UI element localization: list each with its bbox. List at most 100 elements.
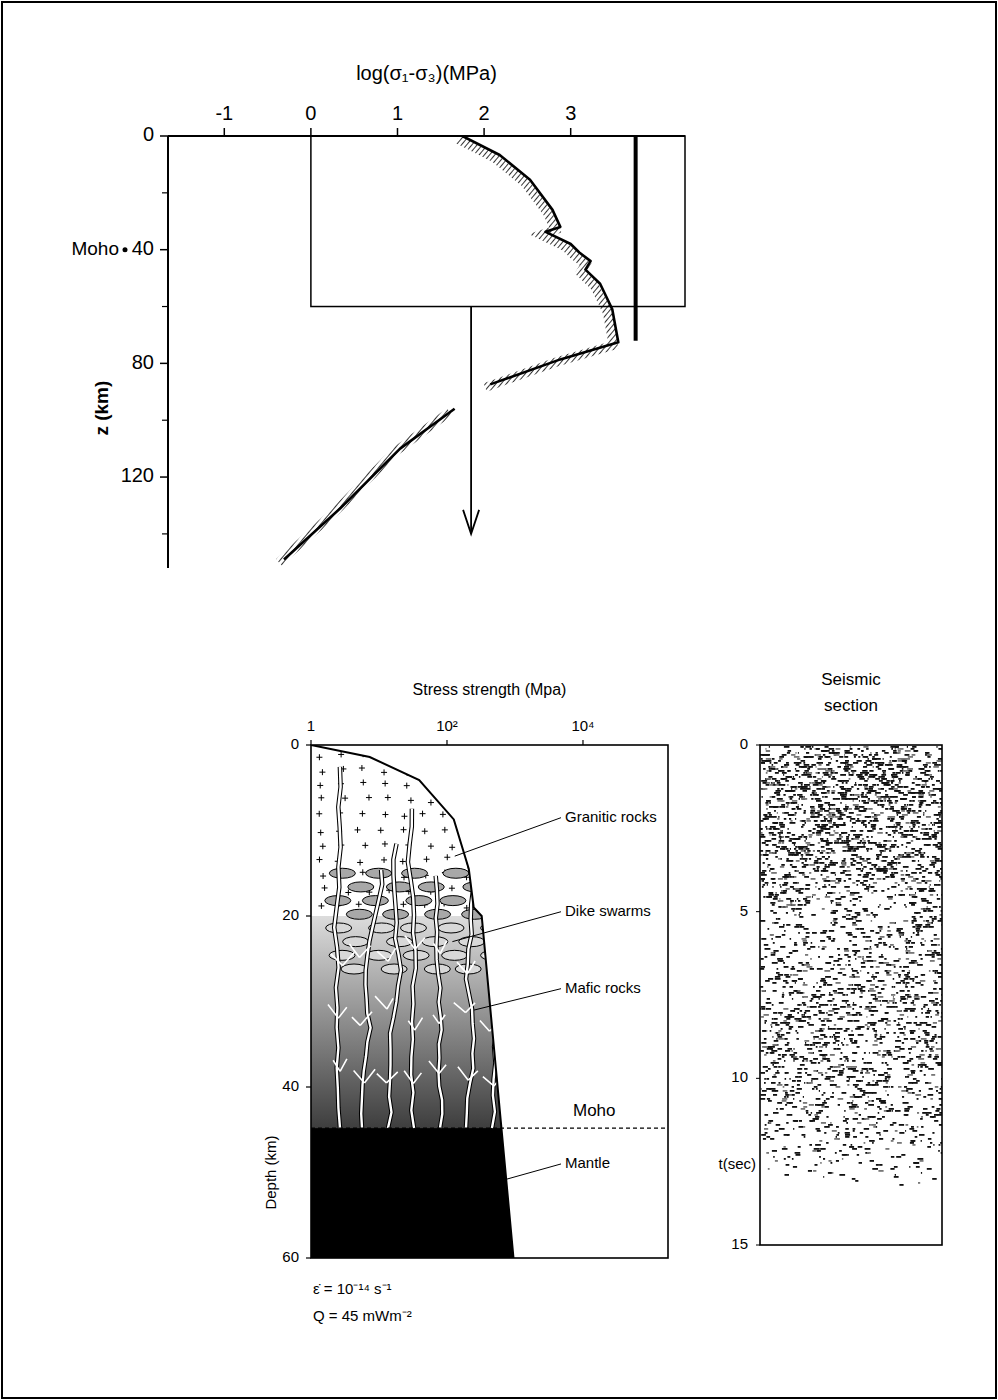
speckle — [862, 750, 864, 752]
speckle — [890, 876, 895, 878]
speckle — [932, 824, 933, 826]
granite-cross — [589, 875, 595, 881]
granite-cross — [463, 814, 469, 820]
speckle — [789, 840, 792, 842]
speckle — [874, 818, 878, 820]
granite-cross — [440, 811, 446, 817]
speckle — [766, 760, 770, 762]
lens — [499, 909, 525, 919]
speckle — [766, 750, 770, 752]
granite-cross — [426, 751, 432, 757]
speckle — [906, 846, 907, 848]
granite-cross — [381, 769, 387, 775]
speckle — [902, 760, 907, 762]
speckle — [919, 872, 922, 874]
speckle — [837, 826, 839, 828]
speckle — [825, 896, 830, 898]
granite-cross — [319, 769, 325, 775]
speckle — [803, 762, 805, 764]
dike-outline — [436, 876, 443, 1128]
layer-label: Mafic rocks — [565, 979, 641, 996]
y-minor-tick — [162, 420, 168, 421]
speckle — [844, 808, 848, 810]
speckle — [823, 868, 826, 870]
speckle — [780, 848, 786, 850]
speckle — [801, 766, 807, 768]
speckle — [816, 800, 822, 802]
speckle — [911, 788, 915, 790]
speckle — [878, 804, 880, 806]
speckle — [886, 780, 890, 782]
speckle — [905, 882, 907, 884]
lens — [463, 882, 489, 892]
speckle — [878, 788, 881, 790]
speckle — [777, 782, 781, 784]
speckle — [772, 882, 776, 884]
speckle — [867, 858, 870, 860]
speckle — [811, 808, 815, 810]
speckle — [871, 826, 876, 828]
speckle — [767, 800, 770, 802]
speckle — [815, 798, 821, 800]
speckle — [892, 830, 898, 832]
speckle — [839, 756, 843, 758]
speckle — [868, 758, 869, 760]
speckle — [789, 872, 791, 874]
y-minor-tick — [162, 192, 168, 193]
speckle — [927, 838, 932, 840]
moho-dot — [123, 247, 128, 252]
speckle — [879, 842, 881, 844]
annotation: ε̇ = 10⁻¹⁴ s⁻¹ — [313, 1280, 392, 1297]
speckle — [885, 876, 889, 878]
speckle — [773, 898, 778, 900]
speckle — [801, 804, 803, 806]
granite-cross — [655, 782, 661, 788]
speckle — [850, 746, 851, 748]
speckle — [854, 838, 860, 840]
leader-line — [500, 1164, 561, 1181]
speckle — [770, 892, 774, 894]
speckle — [778, 760, 781, 762]
speckle — [889, 808, 894, 810]
speckle — [886, 848, 892, 850]
speckle — [846, 764, 848, 766]
dike-branch — [404, 1071, 421, 1084]
speckle — [919, 804, 923, 806]
speckle — [811, 878, 816, 880]
speckle — [822, 786, 825, 788]
speckle — [889, 796, 894, 798]
granite-cross — [360, 869, 366, 875]
speckle — [863, 824, 867, 826]
speckle — [920, 854, 923, 856]
speckle — [828, 856, 830, 858]
plot-frame — [311, 745, 668, 1258]
speckle — [863, 840, 865, 842]
speckle — [774, 810, 776, 812]
speckle — [801, 760, 806, 762]
speckle — [787, 832, 791, 834]
granite-cross — [508, 796, 514, 802]
speckle — [922, 880, 925, 882]
speckle — [866, 784, 869, 786]
speckle — [844, 792, 847, 794]
speckle — [900, 854, 902, 856]
speckle — [804, 764, 810, 766]
speckle — [850, 818, 855, 820]
granite-cross — [383, 749, 389, 755]
speckle — [798, 892, 803, 894]
speckle — [774, 828, 776, 830]
speckle — [860, 882, 864, 884]
speckle — [889, 862, 891, 864]
speckle — [763, 896, 765, 898]
lens — [498, 882, 524, 892]
speckle — [778, 816, 779, 818]
speckle — [871, 864, 877, 866]
speckle — [876, 870, 881, 872]
speckle — [764, 854, 769, 856]
speckle — [801, 834, 803, 836]
panel-strength: -1012304080120Moholog(σ₁-σ₃)(MPa)z (km) — [71, 62, 685, 568]
speckle — [846, 850, 851, 852]
speckle — [804, 836, 807, 838]
speckle — [848, 808, 852, 810]
speckle — [869, 862, 871, 864]
